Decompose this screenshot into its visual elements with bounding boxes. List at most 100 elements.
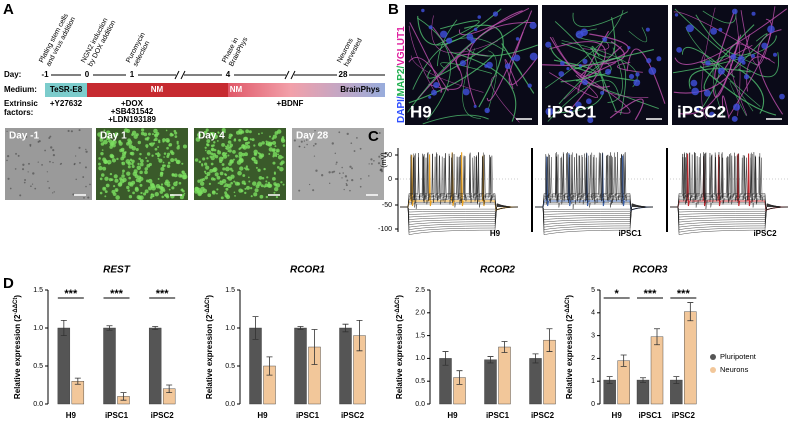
medium-bar [228,83,385,97]
cell [245,167,249,171]
trace [535,204,654,225]
cell [258,176,263,180]
cell [166,152,171,156]
neurite [738,68,765,114]
cell [100,142,105,146]
neurite [545,9,624,89]
y-label-part: Relative expression (2 [13,314,22,399]
x-tick-label: iPSC1 [296,411,320,420]
nucleus [646,58,652,64]
cell-label: H9 [490,229,501,238]
cell [230,174,235,179]
cell [338,131,341,134]
cell [79,161,81,164]
cell [176,159,181,165]
trace [670,203,789,233]
cell [379,168,383,171]
cell [114,132,119,137]
neurite [486,10,533,102]
nucleus [733,103,741,111]
cell [182,175,187,180]
cell [213,134,218,139]
error-bar [456,370,463,385]
day-bg [337,70,349,80]
neurite [688,68,751,89]
cell [139,195,144,201]
cell [89,183,91,186]
cell [204,176,208,180]
neurite [673,34,751,94]
cell [103,160,108,164]
cell [277,154,283,160]
cell [321,174,324,177]
cell [368,163,370,165]
nucleus [421,8,425,13]
cell [53,191,55,193]
neurite [487,50,498,112]
cell [109,172,113,176]
cell [236,160,242,165]
cell [246,144,251,149]
cell [217,150,222,155]
cell [252,181,257,186]
cell [160,171,164,175]
cell [109,145,113,149]
cell [238,188,243,193]
cell [84,166,87,169]
cell [150,183,156,189]
neurite [464,24,504,108]
cell [206,143,210,147]
cell [146,163,151,168]
cell [238,138,241,142]
nucleus [545,41,552,48]
cell [206,174,209,177]
cell [139,162,144,167]
cell [378,132,381,134]
cell [217,182,220,184]
error-bar [640,377,646,383]
factors-label: Extrinsic [4,99,38,108]
cell [303,140,306,142]
cell [224,173,227,176]
cell [369,136,371,138]
cell [268,147,273,152]
cell [176,142,179,145]
cell [273,172,277,175]
cell [204,149,207,152]
day-value: 28 [339,70,348,79]
cell [244,191,247,195]
cell [343,188,345,191]
trace [400,203,519,233]
cell [233,191,236,194]
neurite [678,36,740,115]
cell [104,190,108,194]
cell [312,144,315,147]
cell [140,131,145,136]
cell [265,140,268,143]
cell [353,150,356,152]
cell [227,183,232,189]
trace [400,204,519,225]
cell [153,139,156,142]
cell [112,192,117,197]
cell [331,171,334,174]
y-tick-label: 0.5 [225,363,235,370]
cell [158,141,161,144]
neurite [552,36,649,98]
cell [213,141,216,144]
cell [342,172,344,174]
nucleus [587,117,594,124]
cell [105,183,110,188]
cell [147,132,151,136]
cell [303,146,306,149]
nucleus [600,90,605,95]
cell [235,154,239,158]
cell [242,174,246,177]
cell [166,146,169,150]
axis-tick-label: 0 [388,176,392,183]
neurite [573,49,654,70]
cell [126,129,131,133]
significance: *** [677,288,691,300]
